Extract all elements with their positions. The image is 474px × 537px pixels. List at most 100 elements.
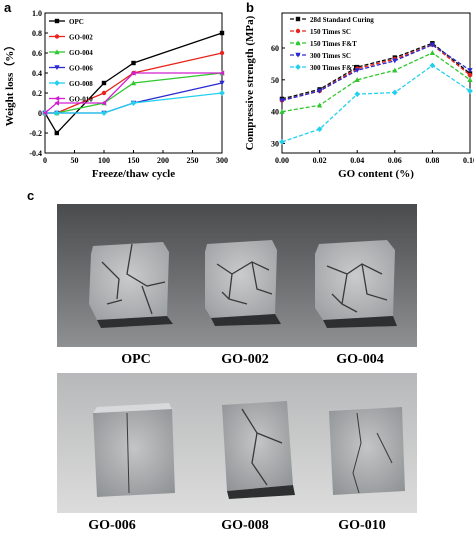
legend: 28d Standard Curing 150 Times SC 150 Times… <box>290 16 374 72</box>
legend-marker <box>295 16 301 22</box>
data-point <box>101 80 107 86</box>
series-150-times-f-t <box>279 50 473 114</box>
specimen-opc <box>89 242 173 328</box>
x-tick-label: 200 <box>157 156 169 165</box>
data-point <box>429 42 436 48</box>
x-tick-label: 0.04 <box>350 156 364 165</box>
x-tick-label: 100 <box>98 156 110 165</box>
legend-marker <box>54 49 60 55</box>
data-point <box>429 50 436 55</box>
photo-label-go-008: GO-008 <box>221 518 269 533</box>
legend-item-150-times-sc: 150 Times SC <box>290 28 351 36</box>
legend-marker <box>295 40 301 46</box>
series-line <box>281 44 471 102</box>
specimen-go-010 <box>329 407 405 495</box>
data-point <box>219 50 225 56</box>
data-point <box>279 108 285 114</box>
data-point <box>467 88 473 94</box>
data-point <box>101 100 107 106</box>
data-point <box>467 77 473 83</box>
series-300-times-sc <box>279 42 473 104</box>
legend-item-opc: OPC <box>49 18 84 26</box>
specimen-go-008 <box>222 401 295 499</box>
x-axis-label: Freeze/thaw cycle <box>92 168 175 180</box>
data-point <box>42 110 48 116</box>
legend-item-go-002: GO-002 <box>49 34 93 42</box>
compressive-strength-chart: 30 40 50 60 0.00 0.02 0.04 0.06 0.08 0.10 GO conte… <box>244 12 474 180</box>
data-point <box>279 139 285 145</box>
data-point <box>130 100 137 106</box>
panel-label-b: b <box>246 0 254 15</box>
legend-marker <box>295 64 301 70</box>
specimen-go-002 <box>205 240 281 326</box>
photo-label-go-004: GO-004 <box>336 352 384 367</box>
photo-label-go-010: GO-010 <box>338 518 386 533</box>
data-point <box>219 70 225 76</box>
photo-label-go-006: GO-006 <box>88 518 136 533</box>
y-axis-label: Compressive strength (MPa) <box>244 15 256 150</box>
legend-item-300-times-sc: 300 Times SC <box>290 52 351 60</box>
series-line <box>281 64 471 143</box>
series-28d-standard-curing <box>279 41 473 102</box>
y-tick-label: 0 <box>38 109 42 118</box>
y-tick-label: 0.4 <box>32 69 42 78</box>
legend-label: GO-008 <box>69 80 93 88</box>
data-point <box>316 88 323 94</box>
specimen-go-006 <box>93 403 175 497</box>
data-point <box>316 102 323 108</box>
panel-label-c: c <box>27 188 35 203</box>
y-tick-label: 1.0 <box>32 9 42 18</box>
data-point <box>279 98 285 104</box>
y-axis-label: Weight loss（%） <box>3 40 16 126</box>
data-point <box>219 80 225 86</box>
data-point <box>219 90 225 96</box>
data-point <box>54 130 59 136</box>
data-point <box>101 90 107 96</box>
data-point <box>392 67 398 73</box>
data-point <box>467 72 473 78</box>
legend-label: OPC <box>69 18 84 26</box>
legend-label: GO-004 <box>69 49 93 57</box>
legend-item-300-times-f-t: 300 Times F&T <box>290 64 357 72</box>
y-tick-label: 0.6 <box>32 49 42 58</box>
legend-item-go-010: GO-010 <box>49 96 93 104</box>
data-point <box>354 77 360 83</box>
specimen-photo-row-2 <box>57 373 417 513</box>
data-point <box>467 68 473 73</box>
x-tick-label: 0.00 <box>275 156 289 165</box>
series-line <box>281 52 471 113</box>
x-tick-label: 300 <box>216 156 228 165</box>
x-tick-label: 150 <box>128 156 140 165</box>
weight-loss-chart: -0.4 -0.2 0 0.2 0.4 0.6 0.8 1.0 0 50 100 150 200 250 3… <box>3 9 228 180</box>
y-tick-label: 60 <box>271 44 279 53</box>
series-line <box>281 42 471 100</box>
y-tick-label: -0.4 <box>29 149 42 158</box>
data-point <box>54 100 59 106</box>
x-tick-label: 0.08 <box>425 156 439 165</box>
series-go-004 <box>42 70 225 116</box>
legend: OPC GO-002 GO-004 GO-006 GO-008 GO-010 <box>49 18 93 104</box>
x-tick-label: 0 <box>43 156 47 165</box>
x-tick-label: 50 <box>71 156 79 165</box>
x-tick-label: 0.10 <box>463 156 474 165</box>
y-tick-label: 0.2 <box>32 89 42 98</box>
data-point <box>391 89 398 96</box>
specimen-photo-row-1 <box>57 204 417 347</box>
data-point <box>101 110 107 116</box>
data-point <box>392 58 398 64</box>
y-tick-label: 50 <box>271 76 279 85</box>
series-go-010 <box>42 70 225 116</box>
legend-label: GO-010 <box>69 96 93 104</box>
panel-label-a: a <box>4 0 12 15</box>
data-point <box>354 91 361 97</box>
legend-label: 150 Times F&T <box>310 40 357 48</box>
x-tick-label: 0.06 <box>388 156 402 165</box>
series-go-008 <box>42 90 225 116</box>
legend-item-go-004: GO-004 <box>49 49 93 57</box>
legend-marker <box>54 95 60 102</box>
photo-label-opc: OPC <box>121 352 151 367</box>
legend-marker <box>295 28 301 34</box>
x-tick-label: 250 <box>187 156 199 165</box>
legend-label: 150 Times SC <box>310 28 351 36</box>
legend-marker <box>295 52 301 58</box>
